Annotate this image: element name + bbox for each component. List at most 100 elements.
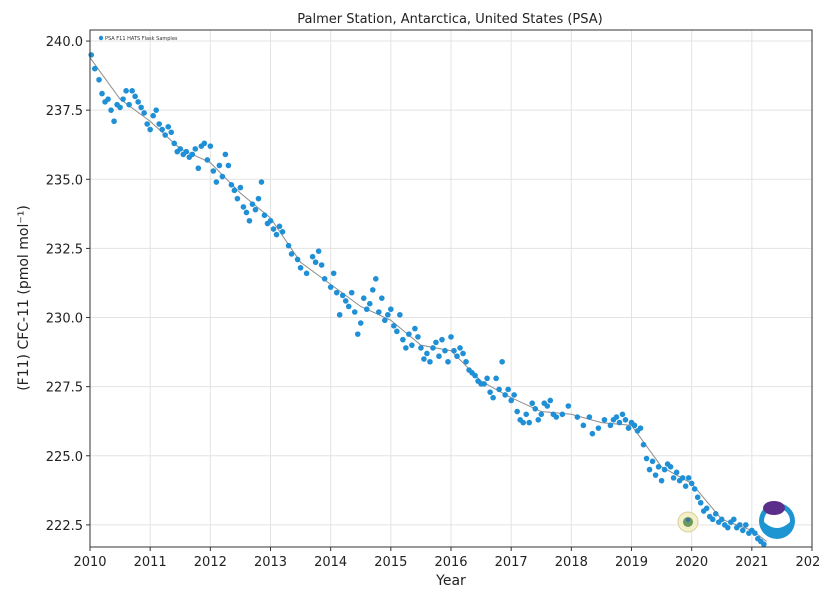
data-point	[88, 52, 95, 58]
data-point	[529, 400, 536, 407]
data-point	[481, 381, 487, 387]
data-point	[433, 339, 439, 346]
data-point	[418, 345, 424, 351]
data-point	[646, 466, 653, 473]
data-point	[622, 417, 629, 423]
data-point	[366, 300, 373, 307]
data-point	[372, 276, 379, 282]
data-point	[276, 223, 283, 230]
data-point	[165, 123, 172, 130]
data-point	[616, 419, 623, 426]
data-point	[357, 320, 364, 326]
data-point	[117, 104, 123, 111]
data-point	[222, 151, 229, 158]
data-point	[709, 516, 716, 523]
data-point	[108, 107, 114, 113]
data-point	[351, 309, 358, 315]
data-point	[403, 345, 409, 351]
data-point	[315, 248, 322, 254]
data-point	[538, 411, 545, 418]
x-tick-label: 2011	[134, 555, 167, 570]
data-point	[451, 347, 457, 354]
data-point	[472, 372, 478, 379]
data-point	[637, 425, 644, 431]
data-point	[661, 466, 668, 473]
data-point	[430, 345, 436, 351]
data-point	[724, 524, 731, 531]
data-point	[385, 311, 391, 318]
data-point	[406, 331, 412, 337]
data-point	[391, 323, 397, 329]
data-point	[667, 464, 674, 470]
data-point	[126, 101, 132, 108]
data-point	[201, 140, 208, 147]
data-point	[279, 229, 286, 235]
x-axis: 2010 2011 2012 2013 2014 2015 2016 2017 2018 2019…	[73, 547, 821, 570]
x-axis-title: Year	[435, 573, 466, 589]
data-point	[589, 430, 596, 437]
data-point	[601, 417, 608, 423]
x-tick-label: 2016	[434, 555, 467, 570]
data-point	[652, 472, 659, 478]
data-point	[267, 217, 274, 224]
data-point	[147, 126, 153, 133]
data-point	[369, 287, 376, 293]
data-point	[382, 317, 388, 324]
data-point	[99, 90, 105, 97]
data-point	[409, 342, 415, 348]
data-point	[321, 276, 328, 282]
data-point	[318, 262, 325, 268]
data-point	[436, 353, 442, 360]
data-point	[526, 419, 533, 426]
data-point	[120, 96, 126, 102]
data-point	[309, 253, 316, 260]
data-point	[210, 168, 217, 174]
data-point	[685, 475, 692, 481]
data-point	[752, 530, 758, 536]
y-axis: 222.5 225.0 227.5 230.0 232.5 235.0 237.5 240.0	[46, 35, 90, 534]
data-point	[246, 217, 253, 224]
data-point	[679, 475, 686, 481]
data-point	[342, 298, 349, 304]
data-point	[249, 201, 256, 207]
x-tick-label: 2021	[735, 555, 768, 570]
data-point	[333, 289, 340, 296]
data-point	[285, 242, 292, 249]
y-tick-label: 237.5	[46, 104, 83, 119]
data-point	[712, 511, 719, 517]
data-point	[294, 256, 301, 263]
data-point	[192, 146, 199, 152]
y-tick-label: 240.0	[46, 35, 83, 50]
data-point	[412, 325, 418, 332]
data-point	[400, 336, 406, 343]
data-point	[743, 522, 749, 528]
y-axis-title: (F11) CFC-11 (pmol mol⁻¹)	[16, 205, 32, 391]
x-tick-label: 2020	[675, 555, 708, 570]
data-point	[484, 375, 490, 382]
y-tick-label: 235.0	[46, 173, 83, 188]
legend-marker	[98, 35, 104, 41]
data-point	[327, 284, 334, 290]
data-point	[204, 157, 211, 163]
data-point	[216, 162, 223, 169]
data-point	[312, 259, 319, 266]
data-point	[457, 345, 463, 351]
data-point	[448, 334, 454, 340]
legend: PSA F11 HATS Flask Samples	[98, 35, 178, 42]
data-point	[586, 414, 593, 420]
data-point	[330, 270, 337, 277]
data-point	[360, 295, 367, 301]
data-point	[213, 179, 220, 185]
data-point	[580, 422, 587, 429]
x-tick-label: 2017	[495, 555, 528, 570]
data-point	[168, 129, 175, 136]
data-point	[195, 165, 202, 172]
y-tick-label: 232.5	[46, 242, 83, 257]
data-point	[574, 414, 581, 420]
data-point	[493, 375, 499, 382]
data-point	[520, 419, 526, 426]
data-point	[460, 350, 466, 357]
data-point	[189, 151, 196, 158]
